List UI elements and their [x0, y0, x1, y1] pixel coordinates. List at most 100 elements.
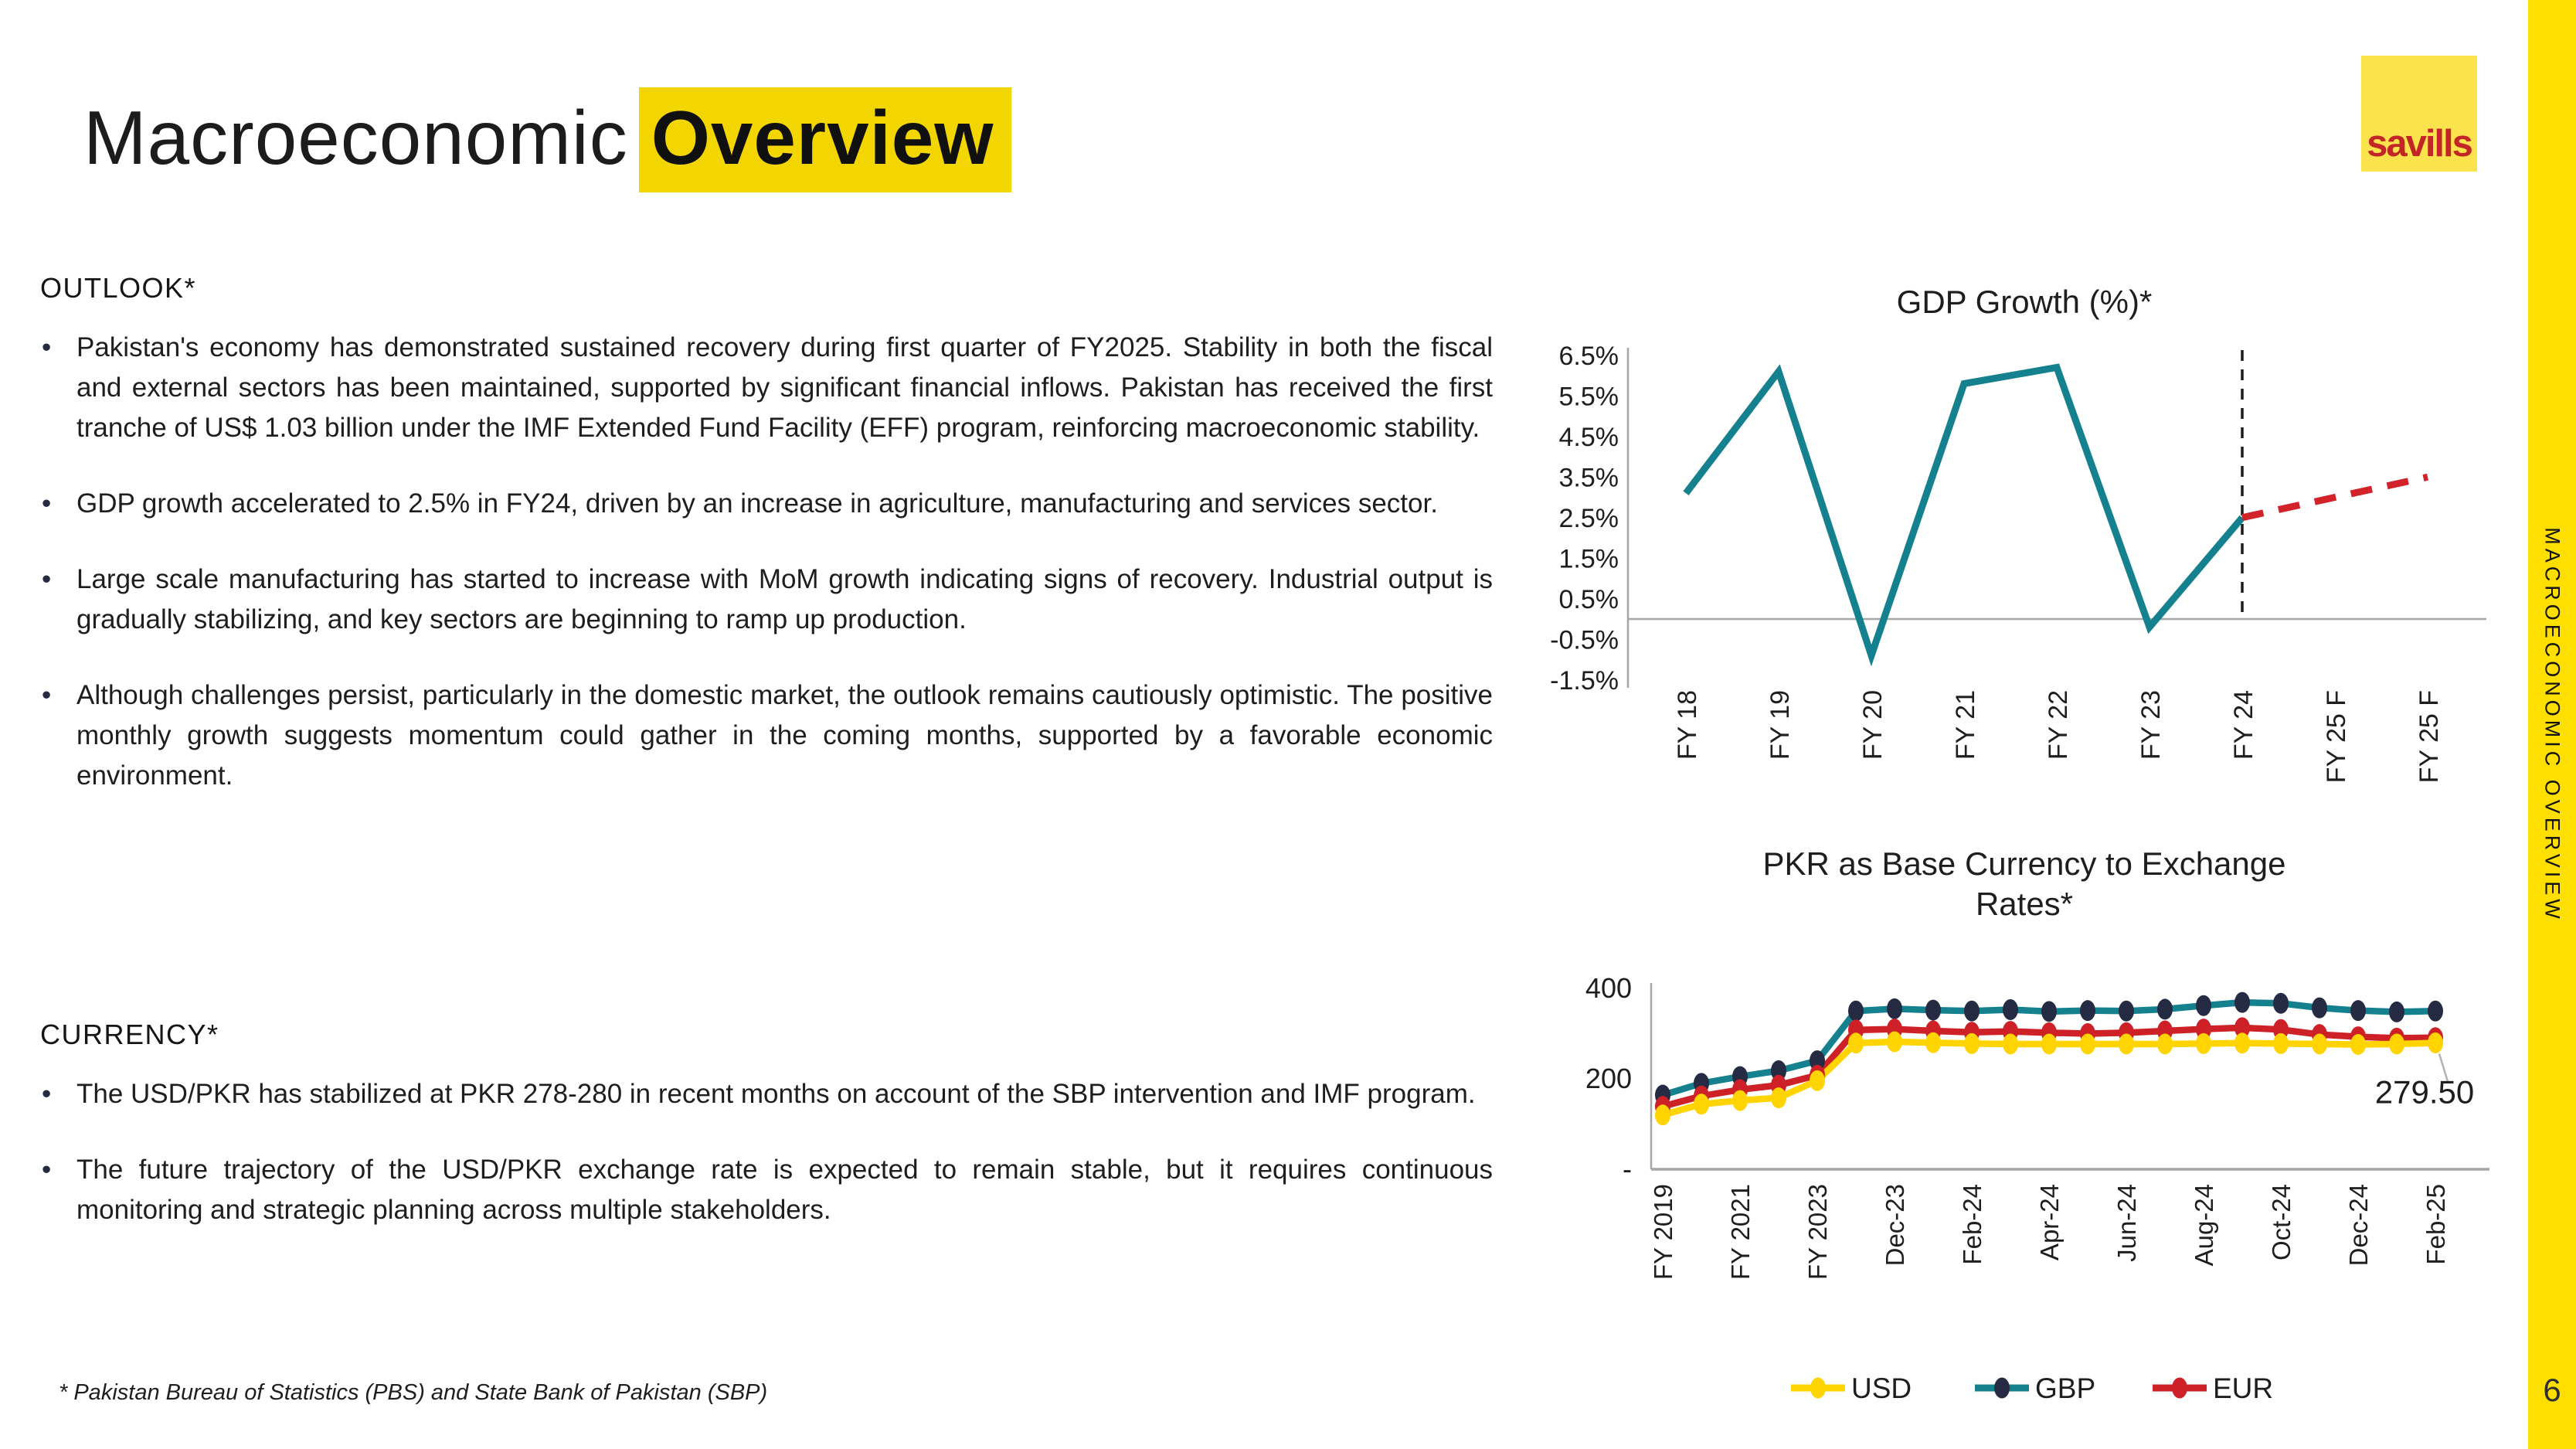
fx-series-usd-marker	[2157, 1033, 2173, 1055]
title-text: Macroeconomic	[83, 95, 628, 180]
fx-series-usd-marker	[2350, 1034, 2366, 1056]
fx-legend-marker-usd	[1810, 1377, 1826, 1399]
gdp-y-tick-label: 3.5%	[1559, 463, 1619, 492]
fx-series-usd-marker	[2234, 1032, 2250, 1054]
gdp-x-tick-label: FY 25 F	[2415, 690, 2444, 783]
fx-series-usd-marker	[1694, 1094, 1709, 1115]
fx-series-eur-marker	[2196, 1019, 2211, 1040]
fx-series-gbp-marker	[2312, 997, 2327, 1019]
fx-legend-label-usd: USD	[1851, 1372, 1912, 1404]
fx-series-gbp-marker	[1771, 1060, 1786, 1081]
fx-series-usd-marker	[2273, 1032, 2289, 1054]
fx-chart-title: PKR as Base Currency to Exchange	[1762, 845, 2285, 882]
fx-series-gbp-marker	[1925, 999, 1941, 1021]
gdp-series-forecast	[2241, 473, 2428, 522]
gdp-chart-title: GDP Growth (%)*	[1897, 284, 2153, 320]
fx-legend-marker-gbp	[1994, 1377, 2010, 1399]
fx-x-tick-label: Feb-25	[2421, 1184, 2450, 1265]
sidebar-strip: MACROECONOMIC OVERVIEW 6	[2528, 0, 2576, 1449]
list-item: The USD/PKR has stabilized at PKR 278-28…	[40, 1074, 1493, 1114]
fx-series-usd-marker	[2119, 1033, 2134, 1055]
sidebar-section-title: MACROECONOMIC OVERVIEW	[2540, 526, 2564, 923]
gdp-y-tick-label: 6.5%	[1559, 342, 1619, 371]
title-highlight: Overview	[638, 87, 1011, 192]
fx-series-usd-marker	[1810, 1070, 1825, 1091]
fx-series-gbp-marker	[1810, 1050, 1825, 1072]
fx-series-gbp-marker	[1887, 998, 1902, 1019]
fx-series-gbp-marker	[2234, 992, 2250, 1013]
fx-y-tick-label: -	[1623, 1153, 1632, 1185]
gdp-x-tick-label: FY 25 F	[2322, 690, 2351, 783]
page-title: Macroeconomic Overview	[83, 87, 1011, 192]
fx-x-tick-label: FY 2019	[1649, 1184, 1677, 1280]
fx-legend-label-gbp: GBP	[2035, 1372, 2095, 1404]
fx-series-gbp-marker	[2389, 1001, 2404, 1022]
gdp-x-tick-label: FY 24	[2229, 690, 2258, 760]
fx-series-usd-marker	[2196, 1032, 2211, 1054]
page-number: 6	[2543, 1372, 2561, 1408]
fx-series-gbp-marker	[1848, 1000, 1864, 1022]
fx-annotation-leader	[2438, 1053, 2449, 1082]
fx-series-gbp-marker	[1964, 1000, 1980, 1022]
fx-series-usd-marker	[2003, 1033, 2018, 1055]
fx-series-usd-marker	[1732, 1090, 1748, 1111]
gdp-y-tick-label: 5.5%	[1559, 382, 1619, 411]
fx-series-usd-marker	[2389, 1033, 2404, 1055]
fx-series-gbp-marker	[2041, 1001, 2057, 1022]
gdp-y-tick-label: 0.5%	[1559, 585, 1619, 614]
outlook-list: Pakistan's economy has demonstrated sust…	[40, 328, 1493, 796]
gdp-y-tick-label: 1.5%	[1559, 544, 1619, 573]
fx-series-usd-marker	[2041, 1033, 2057, 1055]
fx-series-gbp-marker	[2273, 992, 2289, 1014]
gdp-x-tick-label: FY 22	[2044, 690, 2073, 760]
fx-series-gbp-marker	[2080, 1000, 2095, 1022]
list-item: Large scale manufacturing has started to…	[40, 560, 1493, 640]
gdp-x-tick-label: FY 19	[1765, 690, 1795, 760]
fx-series-usd-marker	[2080, 1033, 2095, 1055]
fx-y-tick-label: 200	[1585, 1063, 1632, 1094]
fx-series-gbp-marker	[2350, 1000, 2366, 1022]
fx-series-gbp-marker	[2428, 1000, 2443, 1022]
fx-series-gbp-marker	[2119, 1000, 2134, 1022]
fx-series-usd-marker	[1771, 1087, 1786, 1109]
fx-series-gbp-marker	[2196, 995, 2211, 1016]
gdp-y-tick-label: 2.5%	[1559, 504, 1619, 533]
fx-series-usd-marker	[1887, 1031, 1902, 1053]
list-item: GDP growth accelerated to 2.5% in FY24, …	[40, 484, 1493, 524]
fx-x-tick-label: Apr-24	[2035, 1184, 2064, 1260]
fx-x-tick-label: Dec-23	[1881, 1184, 1909, 1266]
fx-x-tick-label: Dec-24	[2344, 1184, 2373, 1266]
outlook-section: OUTLOOK* Pakistan's economy has demonstr…	[40, 272, 1493, 832]
currency-list: The USD/PKR has stabilized at PKR 278-28…	[40, 1074, 1493, 1230]
fx-x-tick-label: Feb-24	[1958, 1184, 1986, 1265]
gdp-x-tick-label: FY 18	[1673, 690, 1702, 760]
exchange-rate-chart: PKR as Base Currency to Exchange Rates* 40…	[1545, 835, 2503, 1422]
fx-series-usd-marker	[1655, 1104, 1670, 1126]
currency-section: CURRENCY* The USD/PKR has stabilized at …	[40, 1019, 1493, 1266]
fx-series-gbp-marker	[2003, 998, 2018, 1020]
fx-series-usd-marker	[1925, 1032, 1941, 1053]
fx-x-tick-label: Aug-24	[2190, 1184, 2218, 1266]
outlook-heading: OUTLOOK*	[40, 272, 197, 304]
fx-chart-canvas: PKR as Base Currency to Exchange Rates* 40…	[1585, 845, 2489, 1404]
fx-annotation-value: 279.50	[2375, 1073, 2474, 1110]
fx-x-tick-label: Oct-24	[2267, 1184, 2296, 1260]
fx-chart-title-line2: Rates*	[1976, 886, 2073, 922]
fx-legend-marker-eur	[2172, 1377, 2187, 1399]
list-item: Although challenges persist, particularl…	[40, 675, 1493, 796]
fx-series-usd-marker	[2312, 1033, 2327, 1055]
gdp-x-tick-label: FY 20	[1858, 690, 1888, 760]
fx-x-tick-label: FY 2021	[1726, 1184, 1755, 1280]
list-item: The future trajectory of the USD/PKR exc…	[40, 1150, 1493, 1230]
gdp-growth-chart: GDP Growth (%)* 6.5% 5.5% 4.5% 3.5% 2.5% 1.5% 0…	[1545, 274, 2503, 800]
fx-legend-label-eur: EUR	[2213, 1372, 2273, 1404]
savills-logo: savills	[2361, 56, 2477, 172]
fx-series-usd-marker	[1848, 1032, 1864, 1054]
gdp-y-tick-label: -0.5%	[1550, 625, 1619, 655]
fx-series-eur-marker	[2234, 1017, 2250, 1039]
gdp-y-tick-label: 4.5%	[1559, 423, 1619, 452]
fx-series-usd-marker	[1964, 1032, 1980, 1054]
list-item: Pakistan's economy has demonstrated sust…	[40, 328, 1493, 448]
savills-logo-text: savills	[2367, 123, 2473, 165]
